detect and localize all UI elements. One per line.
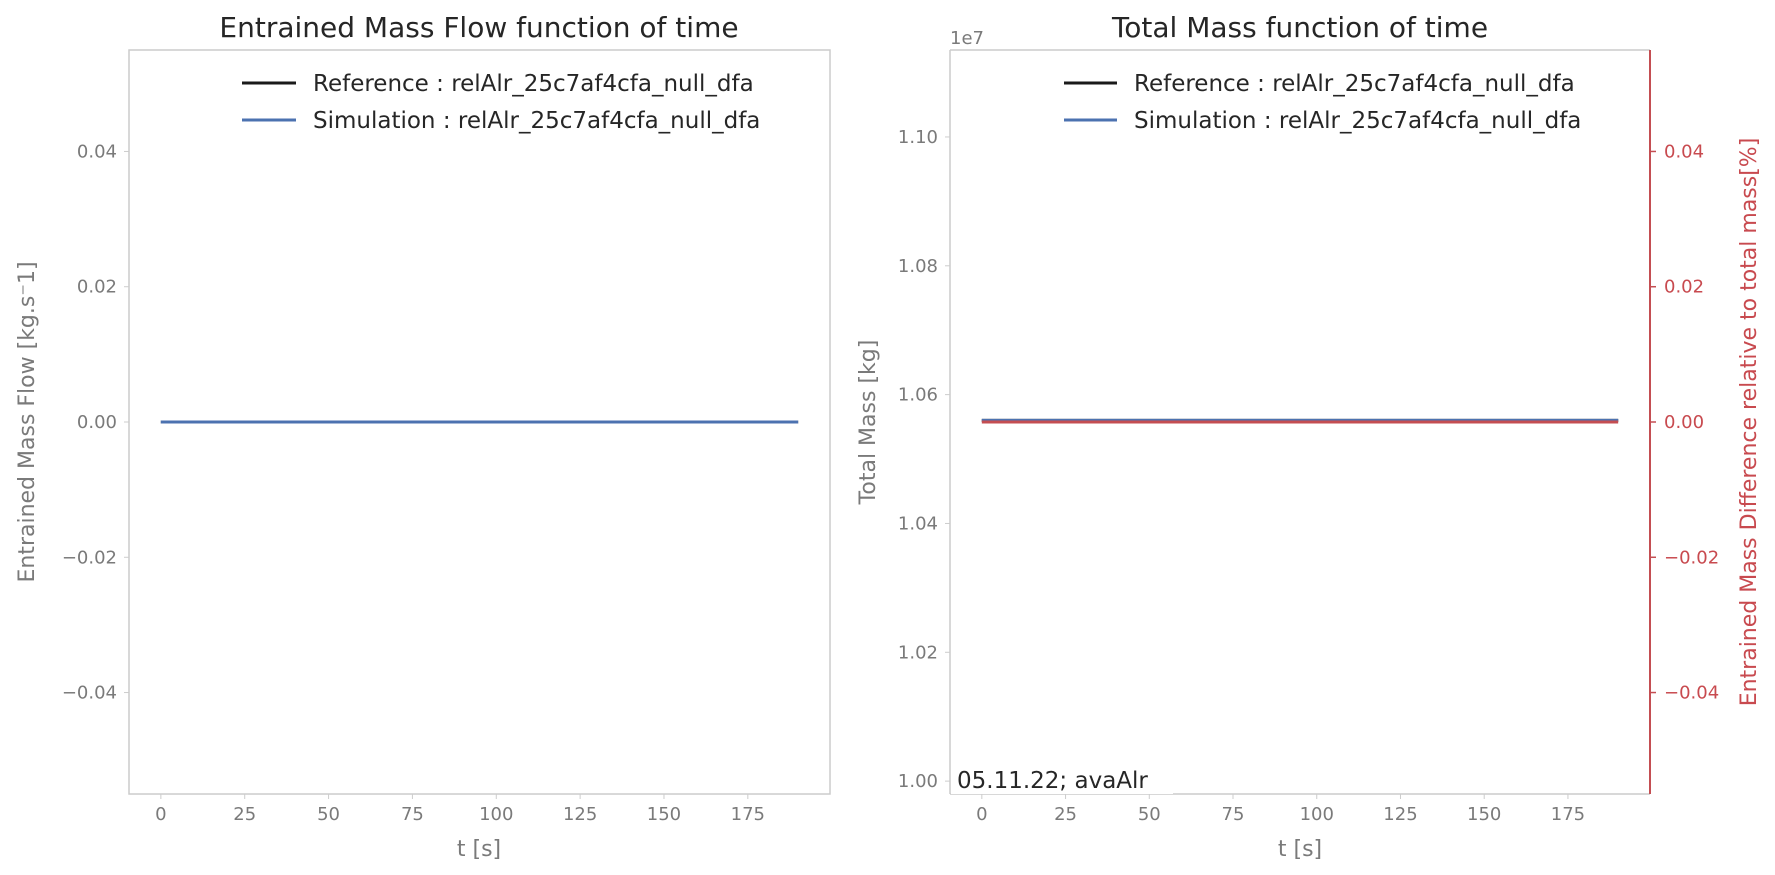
legend-label-reference-right: Reference : relAlr_25c7af4cfa_null_dfa [1134,71,1575,97]
x-tick-label: 175 [1551,804,1585,825]
legend-label-reference-left: Reference : relAlr_25c7af4cfa_null_dfa [313,71,754,97]
y-tick-label: 0.00 [77,412,117,433]
x-axis-label-left: t [s] [457,837,501,862]
y-tick-label: 1.08 [898,256,938,277]
y2-tick-label: −0.04 [1664,683,1719,704]
y-tick-label: −0.04 [62,683,117,704]
y-axis-label-right: Total Mass [kg] [856,340,881,506]
x-tick-label: 0 [155,804,166,825]
y-tick-labels-right: 1.00 1.02 1.04 1.06 1.08 1.10 [898,127,950,792]
y-axis-label-left: Entrained Mass Flow [kg.s⁻1] [15,261,40,582]
x-tick-label: 50 [317,804,340,825]
x-tick-label: 175 [731,804,765,825]
y2-tick-label: −0.02 [1664,547,1719,568]
x-tick-label: 150 [1467,804,1501,825]
y-tick-label: 1.06 [898,385,938,406]
chart-title-right: Total Mass function of time [1111,11,1488,44]
y2-axis-label-right: Entrained Mass Difference relative to to… [1737,138,1762,707]
x-tick-label: 0 [976,804,987,825]
legend-right: Reference : relAlr_25c7af4cfa_null_dfa S… [1064,71,1581,134]
y-tick-label: 1.02 [898,642,938,663]
series-lines-right [981,418,1619,424]
annotation-background [951,760,1173,794]
y2-tick-labels-right: −0.04 −0.02 0.00 0.02 0.04 [1650,141,1719,704]
legend-label-simulation-right: Simulation : relAlr_25c7af4cfa_null_dfa [1134,108,1581,134]
y2-tick-label: 0.02 [1664,277,1704,298]
x-tick-label: 50 [1138,804,1161,825]
y-tick-label: 1.10 [898,127,938,148]
y-tick-label: 1.04 [898,513,938,534]
x-tick-label: 75 [1222,804,1245,825]
chart-title-left: Entrained Mass Flow function of time [219,11,738,44]
legend-label-simulation-left: Simulation : relAlr_25c7af4cfa_null_dfa [313,108,760,134]
y-tick-labels-left: −0.04 −0.02 0.00 0.02 0.04 [62,141,129,704]
chart-entrained-mass-flow: Entrained Mass Flow function of time 0 25… [15,11,831,862]
x-tick-label: 125 [1383,804,1417,825]
x-tick-label: 150 [647,804,681,825]
y2-tick-label: 0.00 [1664,412,1704,433]
x-tick-label: 25 [233,804,256,825]
y-tick-label: 0.04 [77,141,117,162]
y-tick-label: 1.00 [898,771,938,792]
chart-total-mass: Total Mass function of time 1e7 0 25 50 75 1… [856,11,1762,862]
x-tick-label: 75 [401,804,424,825]
y-tick-label: −0.02 [62,547,117,568]
date-annotation: 05.11.22; avaAlr [957,768,1148,794]
y-offset-label-right: 1e7 [950,28,984,49]
x-tick-label: 25 [1054,804,1077,825]
x-tick-label: 100 [1300,804,1334,825]
y2-tick-label: 0.04 [1664,141,1704,162]
x-tick-labels-right: 0 25 50 75 100 125 150 175 [976,794,1585,825]
x-tick-label: 100 [479,804,513,825]
x-tick-label: 125 [563,804,597,825]
x-axis-label-right: t [s] [1278,837,1322,862]
legend-left: Reference : relAlr_25c7af4cfa_null_dfa S… [242,71,760,134]
x-tick-labels-left: 0 25 50 75 100 125 150 175 [155,794,765,825]
y-tick-label: 0.02 [77,277,117,298]
